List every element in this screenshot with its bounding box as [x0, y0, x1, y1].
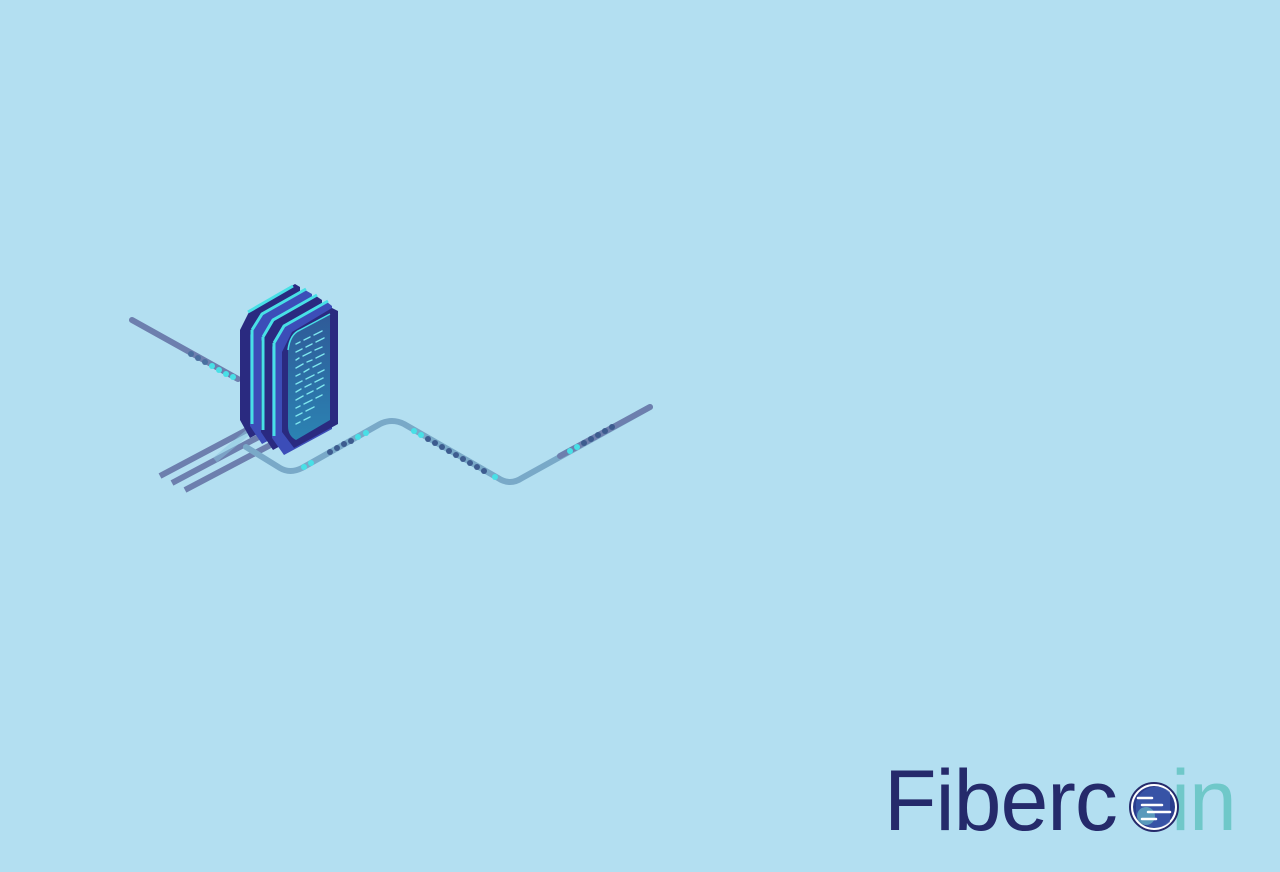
fibercoin-logo: Fiberc in	[884, 758, 1237, 844]
cable-upper-left	[129, 317, 241, 382]
logo-text-light: in	[1171, 758, 1236, 844]
server-rack-icon	[240, 284, 338, 455]
logo-wordmark: Fiberc in	[884, 758, 1236, 844]
cable-zigzag	[243, 404, 653, 485]
logo-text-dark: Fiberc	[884, 758, 1117, 844]
coin-icon	[1129, 782, 1179, 832]
